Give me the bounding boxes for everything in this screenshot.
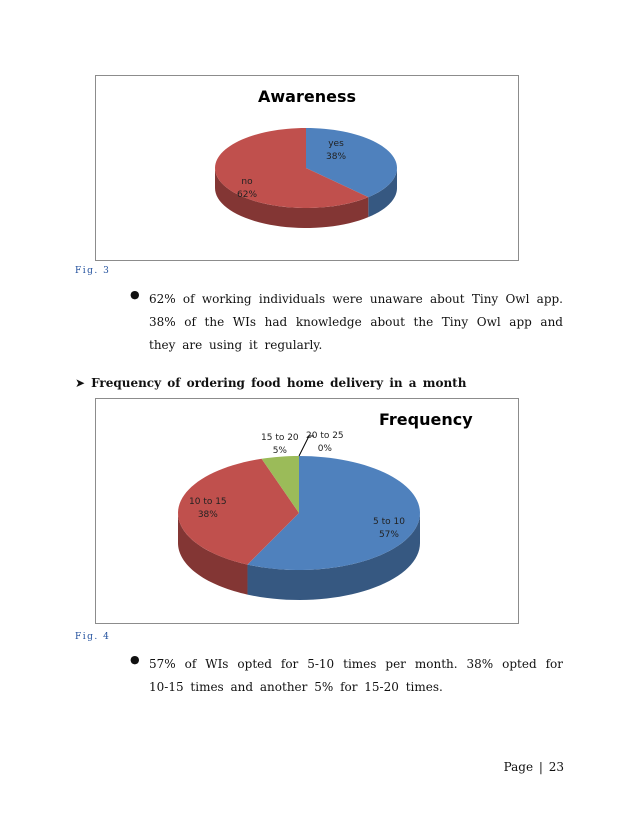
bullet-icon: ● [130, 653, 140, 666]
awareness-slice-1 [306, 128, 397, 198]
bullet-icon: ● [130, 288, 140, 301]
frequency-slice-side-1 [247, 513, 420, 600]
slice-label-no: no 62% [237, 177, 258, 200]
page-number: Page | 23 [503, 760, 564, 774]
bullet-text: 57% of WIs opted for 5-10 times per mont… [149, 657, 563, 694]
frequency-slice-side-2 [178, 513, 248, 595]
awareness-pie-svg [215, 128, 397, 228]
frequency-slice-2 [178, 458, 299, 565]
bullet-point: ● 57% of WIs opted for 5-10 times per mo… [130, 653, 563, 699]
section-heading: ➤ Frequency of ordering food home deliver… [75, 376, 467, 390]
slice-label-15-to-20: 15 to 20 5% [261, 433, 299, 456]
slice-label-10-to-15: 10 to 15 38% [189, 497, 227, 520]
awareness-slice-side-1 [368, 168, 397, 218]
awareness-chart: Awareness yes 38% no 62% [95, 75, 519, 261]
slice-label-5-to-10: 5 to 10 57% [373, 517, 405, 540]
chart-title: Awareness [258, 87, 356, 106]
chart-title: Frequency [379, 410, 473, 429]
slice-label-20-to-25: 20 to 25 0% [306, 431, 344, 454]
arrow-bullet-icon: ➤ [75, 376, 86, 390]
frequency-slice-1 [247, 456, 420, 570]
figure-caption: Fig. 3 [75, 266, 111, 276]
leader-line [298, 435, 314, 457]
awareness-slice-2 [215, 128, 369, 208]
slice-label-yes: yes 38% [326, 139, 347, 162]
frequency-slice-3 [261, 456, 299, 513]
awareness-slice-side-2 [215, 168, 369, 228]
frequency-chart: Frequency 5 to 10 57% 10 to 15 38% 15 to… [95, 398, 519, 624]
figure-caption: Fig. 4 [75, 632, 111, 642]
bullet-text: 62% of working individuals were unaware … [149, 292, 563, 352]
bullet-point: ● 62% of working individuals were unawar… [130, 288, 563, 357]
frequency-pie-svg [178, 435, 420, 600]
